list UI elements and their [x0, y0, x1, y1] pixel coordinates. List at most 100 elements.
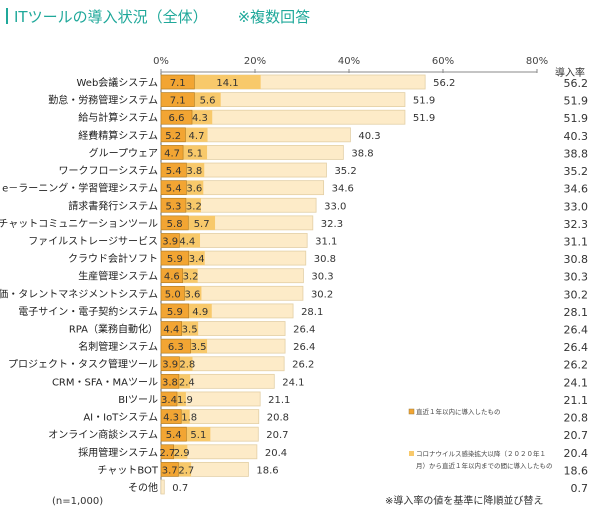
rate-value: 31.1: [564, 235, 589, 248]
bar-covid-era: [190, 339, 208, 354]
bar-covid-value-label: 4.9: [192, 307, 208, 318]
bar-recent-value-label: 3.4: [161, 395, 177, 406]
category-label: プロジェクト・タスク管理ツール: [8, 358, 158, 371]
bar-row: 4.7 5.1 38.8: [160, 145, 374, 160]
bar-recent-value-label: 4.6: [164, 272, 180, 283]
bar-row: 5.3 3.2 33.0: [160, 197, 346, 213]
bar-recent-value-label: 7.1: [170, 78, 186, 89]
category-label: 給与計算システム: [78, 111, 158, 124]
rate-value: 26.2: [564, 359, 589, 372]
category-label: 採用管理システム: [78, 446, 158, 459]
bar-covid-value-label: 3.5: [191, 342, 207, 353]
bar-total-value-label: 30.2: [311, 289, 333, 300]
bar-total-value-label: 56.2: [433, 78, 455, 89]
bar-covid-value-label: 2.8: [179, 360, 195, 371]
bar-total-value-label: 20.4: [265, 448, 287, 459]
sort-note: ※導入率の値を基準に降順並び替え: [385, 494, 543, 507]
bar-covid-era: [179, 233, 201, 248]
bars-group: 7.1 14.1 56.2 7.1 5.6 51.9 6.6 4.3 51.9 5.2 4.7 40.…: [159, 74, 455, 495]
category-labels-group: Web会議システム勤怠・労務管理システム給与計算システム経費精算システムグループ…: [0, 76, 159, 494]
category-label: その他: [128, 481, 158, 494]
rate-value: 33.0: [564, 200, 589, 213]
category-label: 生産管理システム: [78, 270, 158, 283]
rate-column-group: 導入率 56.2 51.9 51.9 40.3 38.8 35.2 34.6 33.0 32.3…: [555, 66, 588, 495]
bar-covid-era: [181, 321, 199, 336]
rate-value: 51.9: [564, 95, 589, 108]
x-tick-label: 80%: [526, 56, 548, 67]
legend-label-recent: 直近１年以内に導入したもの: [416, 407, 501, 416]
bar-total-value-label: 51.9: [413, 96, 435, 107]
bar-covid-value-label: 3.6: [185, 289, 201, 300]
legend-swatch-covid: [409, 451, 414, 456]
rate-value: 40.3: [564, 130, 589, 143]
legend-swatch-recent: [408, 408, 415, 415]
bar-covid-era: [185, 127, 208, 142]
bar-recent-value-label: 2.7: [159, 448, 175, 459]
bar-covid-era: [192, 110, 213, 125]
bar-covid-value-label: 2.9: [174, 448, 190, 459]
bar-covid-era: [176, 391, 186, 406]
bar-recent: [160, 303, 190, 319]
bar-covid-value-label: 3.2: [183, 272, 199, 283]
bar-covid-value-label: 1.8: [181, 413, 197, 424]
bar-covid-era: [178, 374, 191, 389]
bar-total-value-label: 51.9: [413, 113, 435, 124]
bar-recent: [160, 250, 190, 266]
bar-recent: [160, 409, 182, 424]
bar-total-value-label: 20.8: [267, 413, 289, 424]
bar-row: 3.9 2.8 26.2: [160, 356, 314, 372]
bar-recent: [160, 426, 187, 442]
rate-value: 30.2: [564, 288, 589, 301]
bar-recent-value-label: 3.8: [162, 377, 178, 388]
bar-covid-value-label: 3.6: [186, 184, 202, 195]
bar-total-value-label: 35.2: [334, 166, 356, 177]
bar-total-value-label: 20.7: [266, 430, 288, 441]
bar-recent-value-label: 5.3: [166, 201, 182, 212]
bar-recent: [160, 462, 179, 477]
bar-covid-value-label: 5.1: [187, 148, 203, 159]
bar-recent: [160, 338, 191, 354]
bar-recent: [160, 145, 184, 160]
x-tick-label: 20%: [244, 56, 266, 67]
legend: 直近１年以内に導入したもの コロナウイルス感染拡大以降（２０２０年１ 月）から直…: [408, 407, 553, 470]
bar-covid-era: [183, 145, 208, 160]
category-label: オンライン商談システム: [48, 428, 158, 441]
bar-row: 5.9 3.4 30.8: [160, 250, 336, 266]
bar-covid-value-label: 4.7: [189, 131, 205, 142]
bar-recent-value-label: 5.4: [166, 184, 182, 195]
bar-row: 7.1 5.6 51.9: [160, 92, 435, 108]
rate-value: 38.8: [564, 147, 589, 160]
bar-row: 3.4 1.9 21.1: [160, 391, 290, 407]
bar-covid-era: [186, 163, 205, 178]
bar-covid-value-label: 14.1: [216, 78, 238, 89]
bar-row: 3.8 2.4 24.1: [160, 373, 305, 389]
bar-total-value-label: 18.6: [256, 465, 278, 476]
bar-recent: [160, 268, 183, 283]
bar-row: 5.8 5.7 32.3: [160, 215, 343, 231]
bar-recent-value-label: 5.2: [165, 131, 181, 142]
sample-size-note: (n=1,000): [52, 496, 103, 507]
category-label: 経費精算システム: [78, 129, 158, 142]
bar-covid-value-label: 5.1: [190, 430, 206, 441]
bar-covid-value-label: 5.7: [194, 219, 210, 230]
category-label: BIツール: [118, 395, 158, 406]
bar-recent-value-label: 6.6: [169, 113, 185, 124]
bar-covid-era: [179, 356, 193, 371]
bar-total-value-label: 31.1: [315, 236, 337, 247]
bar-row: 5.4 3.8 35.2: [160, 162, 357, 178]
bar-row: 4.3 1.8 20.8: [160, 409, 289, 424]
bar-covid-era: [188, 215, 216, 230]
bar-recent: [160, 92, 195, 107]
bar-total-value-label: 30.8: [314, 254, 336, 265]
bar-covid-value-label: 1.9: [177, 395, 193, 406]
bar-recent-value-label: 5.8: [167, 219, 183, 230]
bar-covid-era: [178, 462, 192, 477]
category-label: 名刺管理システム: [78, 340, 158, 353]
rate-value: 26.4: [564, 324, 589, 337]
rate-value: 56.2: [564, 77, 589, 90]
category-label: チャットコミュニケーションツール: [0, 218, 158, 230]
bar-total-value-label: 26.4: [293, 325, 315, 336]
bar-recent: [160, 74, 195, 90]
bar-row: 5.0 3.6 30.2: [160, 285, 333, 301]
